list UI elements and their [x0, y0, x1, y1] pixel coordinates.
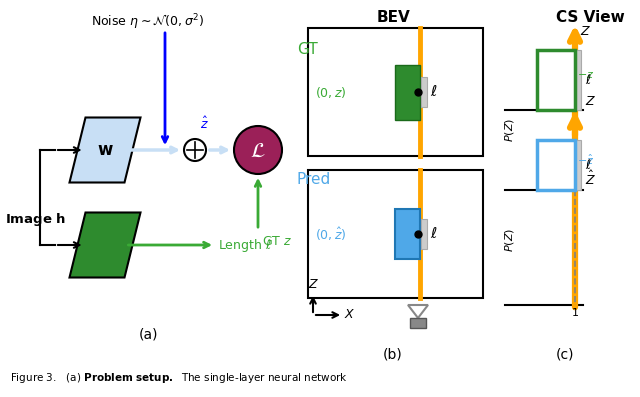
Bar — [308, 170, 483, 298]
Text: $\ell$: $\ell$ — [585, 158, 591, 172]
Text: CS View: CS View — [556, 10, 625, 25]
Text: $(0, z)$: $(0, z)$ — [315, 85, 347, 100]
Text: $(0, \hat{z})$: $(0, \hat{z})$ — [315, 225, 347, 243]
Text: Noise $\eta\sim\mathcal{N}(0,\sigma^2)$: Noise $\eta\sim\mathcal{N}(0,\sigma^2)$ — [92, 12, 205, 32]
Text: $\hat{z}$: $\hat{z}$ — [200, 116, 209, 132]
Text: (c): (c) — [556, 348, 574, 362]
Text: Z: Z — [308, 278, 317, 291]
Text: (b): (b) — [383, 348, 403, 362]
Bar — [576, 140, 581, 190]
Text: $\ell$: $\ell$ — [585, 73, 591, 87]
Text: Length $\ell$: Length $\ell$ — [218, 237, 272, 254]
Bar — [421, 219, 427, 249]
Text: $\ell$: $\ell$ — [430, 227, 438, 241]
Text: Figure 3.   (a) $\mathbf{Problem}$ $\mathbf{setup.}$  The single-layer neural ne: Figure 3. (a) $\mathbf{Problem}$ $\mathb… — [10, 371, 348, 385]
Bar — [395, 64, 420, 119]
Text: $\mathbf{w}$: $\mathbf{w}$ — [97, 141, 113, 159]
Text: $P(Z)$: $P(Z)$ — [504, 228, 516, 252]
Polygon shape — [70, 118, 141, 183]
Text: $\ell$: $\ell$ — [430, 85, 438, 100]
Bar — [308, 28, 483, 156]
Bar — [537, 140, 575, 190]
Bar — [576, 50, 581, 110]
Text: BEV: BEV — [376, 10, 410, 25]
Text: GT $z$: GT $z$ — [262, 235, 292, 248]
Bar — [410, 318, 426, 328]
Text: Z: Z — [585, 95, 594, 108]
Text: $\mathcal{L}$: $\mathcal{L}$ — [250, 141, 266, 161]
Text: Z: Z — [580, 25, 589, 38]
Text: $\hat{Z}$: $\hat{Z}$ — [585, 170, 596, 188]
Text: GT: GT — [297, 42, 317, 57]
Text: Pred: Pred — [297, 172, 332, 187]
Bar — [395, 209, 420, 259]
Circle shape — [234, 126, 282, 174]
Text: $-z$: $-z$ — [577, 70, 595, 80]
Polygon shape — [408, 305, 428, 318]
Bar — [421, 77, 427, 107]
Text: $-\hat{z}$: $-\hat{z}$ — [577, 153, 595, 167]
Text: 1: 1 — [572, 308, 579, 318]
Text: $P(Z)$: $P(Z)$ — [504, 118, 516, 142]
Bar — [537, 50, 575, 110]
Text: Image $\mathbf{h}$: Image $\mathbf{h}$ — [5, 212, 66, 229]
Text: X: X — [345, 308, 354, 322]
Polygon shape — [70, 212, 141, 278]
Text: (a): (a) — [138, 328, 157, 342]
Circle shape — [184, 139, 206, 161]
